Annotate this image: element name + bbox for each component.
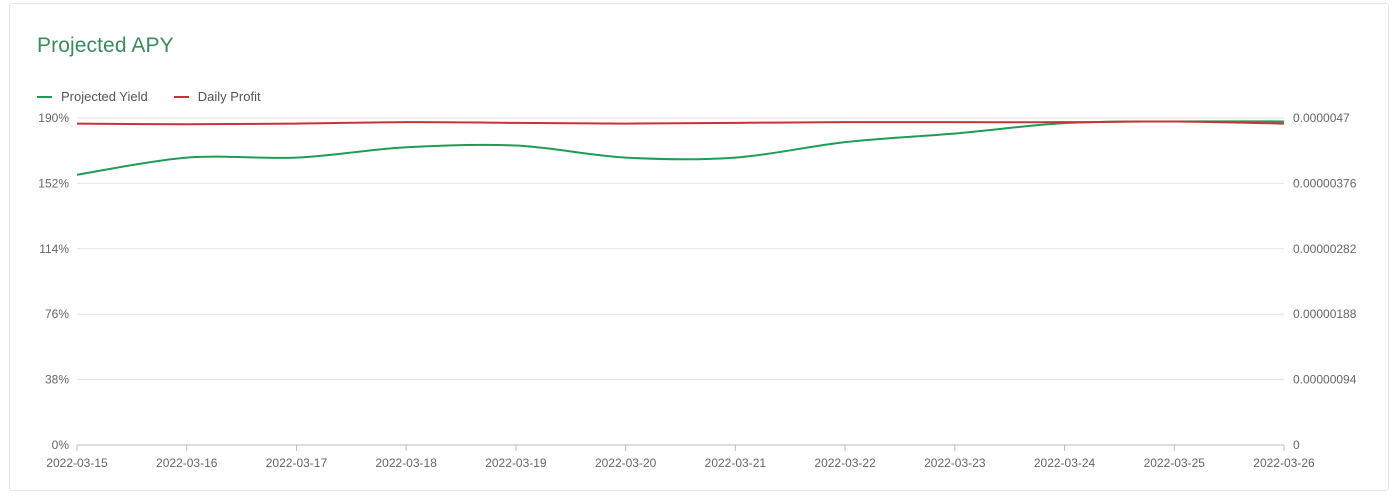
data-point-daily-profit	[184, 122, 189, 127]
data-point-projected-yield	[184, 155, 189, 160]
y-left-tick-label: 76%	[45, 307, 69, 321]
data-point-daily-profit	[733, 120, 738, 125]
x-tick-label: 2022-03-16	[156, 456, 218, 470]
chart-title: Projected APY	[37, 34, 174, 57]
series-line-projected-yield	[76, 120, 1285, 176]
y-left-tick-label: 190%	[38, 111, 69, 125]
x-tick-label: 2022-03-18	[375, 456, 437, 470]
legend-swatch-daily-profit	[173, 95, 189, 98]
legend-swatch-projected-yield	[37, 95, 52, 98]
y-left-tick-label: 38%	[45, 373, 69, 387]
x-tick-label: 2022-03-24	[1034, 456, 1096, 470]
chart-card: Projected APY Projected Yield Daily Prof…	[9, 3, 1389, 491]
y-right-tick-label: 0.00000282	[1293, 242, 1357, 256]
data-point-daily-profit	[952, 120, 957, 125]
legend-item-projected-yield[interactable]: Projected Yield	[37, 89, 148, 104]
legend-item-daily-profit[interactable]: Daily Profit	[173, 89, 261, 104]
data-point-projected-yield	[513, 143, 518, 148]
legend-label-daily-profit: Daily Profit	[197, 89, 261, 104]
data-point-daily-profit	[75, 121, 80, 126]
x-tick-label: 2022-03-20	[595, 456, 657, 470]
data-point-daily-profit	[1062, 120, 1067, 125]
legend-label-projected-yield: Projected Yield	[61, 89, 148, 104]
x-tick-label: 2022-03-21	[705, 456, 767, 470]
data-point-daily-profit	[623, 121, 628, 126]
y-left-tick-label: 114%	[39, 242, 69, 256]
data-point-daily-profit	[294, 121, 299, 126]
x-tick-label: 2022-03-25	[1144, 456, 1206, 470]
data-point-daily-profit	[404, 120, 409, 125]
data-point-projected-yield	[952, 131, 957, 136]
series-line-daily-profit	[76, 120, 1285, 126]
x-tick-label: 2022-03-17	[266, 456, 328, 470]
y-left-tick-label: 152%	[38, 176, 69, 190]
data-point-daily-profit	[513, 120, 518, 125]
data-point-daily-profit	[1172, 119, 1177, 124]
y-right-tick-label: 0.00000188	[1293, 307, 1357, 321]
x-tick-label: 2022-03-19	[485, 456, 547, 470]
data-point-projected-yield	[623, 155, 628, 160]
x-tick-label: 2022-03-23	[924, 456, 986, 470]
data-point-daily-profit	[843, 120, 848, 125]
data-point-projected-yield	[843, 140, 848, 145]
data-point-projected-yield	[294, 155, 299, 160]
x-tick-label: 2022-03-15	[46, 456, 108, 470]
y-left-tick-label: 0%	[52, 438, 70, 452]
x-tick-label: 2022-03-22	[814, 456, 876, 470]
y-right-tick-label: 0.00000094	[1293, 373, 1357, 387]
data-point-daily-profit	[1282, 121, 1287, 126]
data-point-projected-yield	[404, 145, 409, 150]
x-tick-label: 2022-03-26	[1253, 456, 1315, 470]
y-right-tick-label: 0.0000047	[1293, 111, 1350, 125]
y-right-tick-label: 0	[1293, 438, 1300, 452]
y-right-tick-label: 0.00000376	[1293, 176, 1357, 190]
legend: Projected Yield Daily Profit	[37, 89, 261, 104]
data-point-projected-yield	[75, 172, 80, 177]
data-point-projected-yield	[733, 155, 738, 160]
